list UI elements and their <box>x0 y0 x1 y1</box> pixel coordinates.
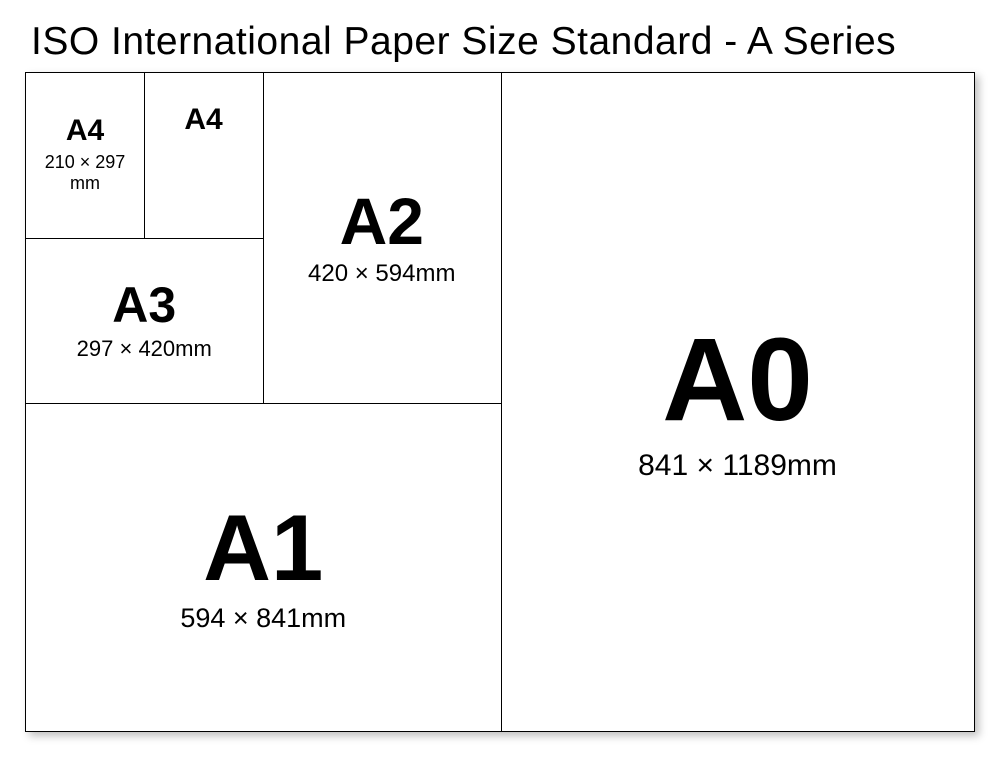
a1-name: A1 <box>203 501 323 595</box>
page-title: ISO International Paper Size Standard - … <box>25 20 975 64</box>
a0-name: A0 <box>662 321 813 439</box>
paper-box-a1: A1 594 × 841mm <box>25 402 502 732</box>
a3-name: A3 <box>112 280 176 330</box>
paper-box-a4-right: A4 <box>144 72 264 239</box>
paper-box-a0: A0 841 × 1189mm <box>500 72 975 732</box>
a0-dim: 841 × 1189mm <box>638 449 837 483</box>
a4-left-dim-line2: mm <box>70 173 100 193</box>
a3-dim: 297 × 420mm <box>77 336 212 362</box>
a1-dim: 594 × 841mm <box>180 603 346 634</box>
a4-left-dim: 210 × 297 mm <box>45 152 126 195</box>
paper-box-a4-left: A4 210 × 297 mm <box>25 72 145 239</box>
a4-left-name: A4 <box>66 116 104 146</box>
a2-dim: 420 × 594mm <box>308 260 455 288</box>
a4-right-name: A4 <box>184 105 222 135</box>
paper-box-a3: A3 297 × 420mm <box>25 237 264 404</box>
a4-left-dim-line1: 210 × 297 <box>45 152 126 172</box>
a2-name: A2 <box>340 188 424 254</box>
paper-box-a2: A2 420 × 594mm <box>262 72 502 404</box>
paper-size-diagram: A0 841 × 1189mm A1 594 × 841mm A2 420 × … <box>25 72 975 732</box>
